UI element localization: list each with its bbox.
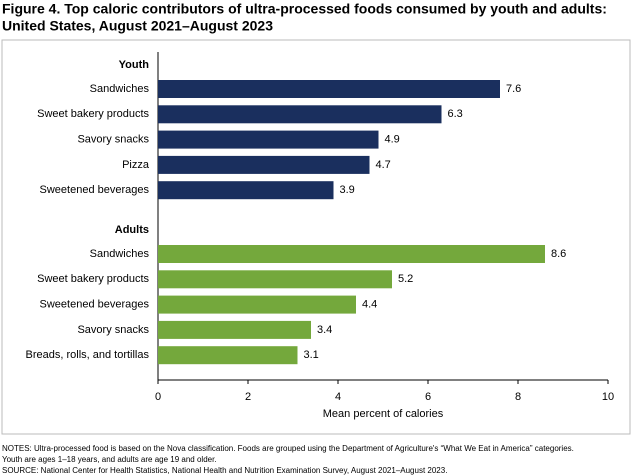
chart-title: Figure 4. Top caloric contributors of ul…	[2, 1, 607, 17]
value-label: 8.6	[551, 248, 566, 260]
note: SOURCE: National Center for Health Stati…	[2, 466, 447, 475]
bar	[158, 155, 370, 174]
chart-frame	[1, 39, 631, 435]
bar	[158, 130, 379, 149]
value-label: 4.9	[385, 134, 400, 146]
y-tick-label: Savory snacks	[77, 324, 149, 336]
y-tick-label: Sweet bakery products	[37, 273, 149, 285]
value-label: 3.9	[340, 184, 355, 196]
bar	[158, 181, 334, 200]
value-label: 6.3	[448, 108, 463, 120]
x-tick-label: 0	[155, 391, 161, 403]
y-tick-label: Pizza	[122, 159, 150, 171]
value-label: 4.4	[362, 299, 377, 311]
bar	[158, 295, 356, 314]
value-label: 7.6	[506, 83, 521, 95]
group-label: Adults	[115, 224, 149, 236]
bar	[158, 270, 392, 289]
bar	[158, 320, 311, 339]
x-tick-label: 6	[425, 391, 431, 403]
x-tick-label: 10	[602, 391, 614, 403]
y-tick-label: Savory snacks	[77, 134, 149, 146]
group-label: Youth	[119, 59, 150, 71]
value-label: 3.1	[304, 349, 319, 361]
note: NOTES: Ultra-processed food is based on …	[2, 444, 574, 453]
chart-title: United States, August 2021–August 2023	[2, 18, 273, 34]
y-tick-label: Sweetened beverages	[40, 184, 150, 196]
x-tick-label: 4	[335, 391, 341, 403]
y-tick-label: Sweet bakery products	[37, 108, 149, 120]
bar	[158, 105, 442, 124]
bar	[158, 245, 545, 263]
bar	[158, 346, 298, 365]
value-label: 4.7	[376, 159, 391, 171]
y-tick-label: Sandwiches	[90, 248, 150, 260]
x-tick-label: 8	[515, 391, 521, 403]
bar	[158, 80, 500, 98]
y-tick-label: Sandwiches	[90, 83, 150, 95]
note: Youth are ages 1–18 years, and adults ar…	[2, 455, 217, 464]
value-label: 3.4	[317, 324, 332, 336]
value-label: 5.2	[398, 273, 413, 285]
x-tick-label: 2	[245, 391, 251, 403]
y-tick-label: Breads, rolls, and tortillas	[26, 349, 150, 361]
x-axis-label: Mean percent of calories	[323, 408, 444, 420]
y-tick-label: Sweetened beverages	[40, 299, 150, 311]
